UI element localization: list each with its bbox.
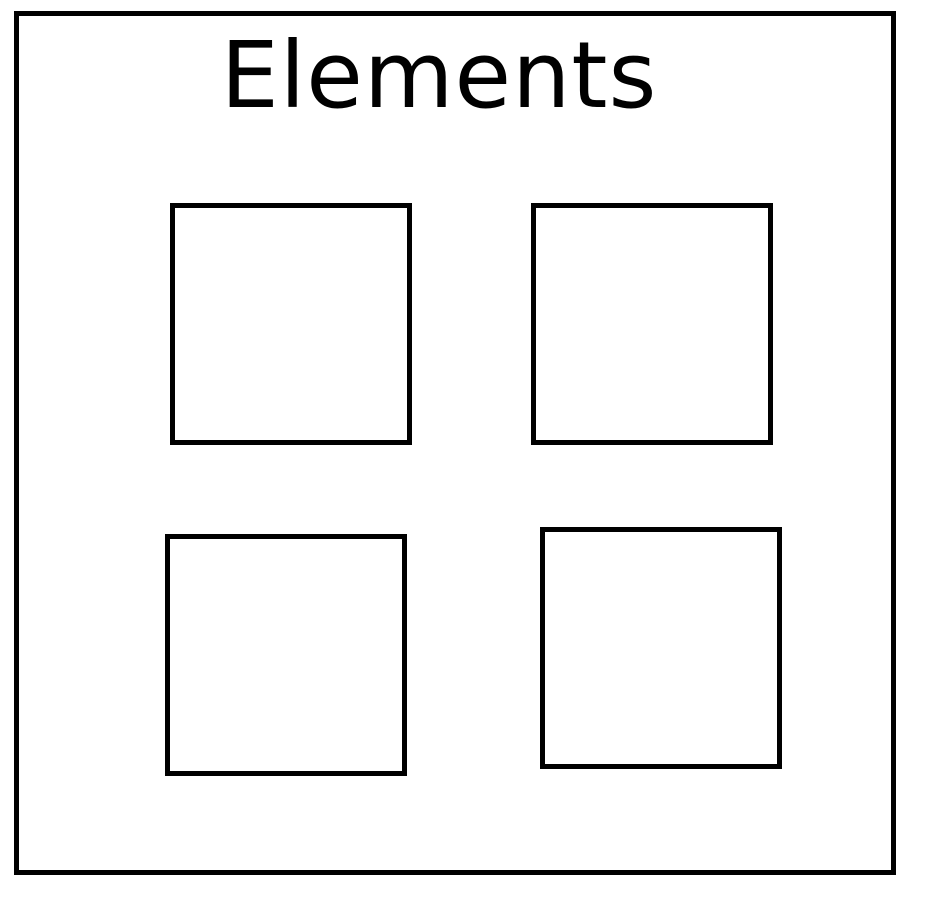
element-box-top-left: [170, 203, 412, 445]
element-box-bottom-left: [165, 534, 407, 776]
element-box-top-right: [531, 203, 773, 445]
element-box-bottom-right: [540, 527, 782, 769]
elements-container: Elements: [14, 11, 896, 875]
diagram-title: Elements: [220, 22, 658, 129]
